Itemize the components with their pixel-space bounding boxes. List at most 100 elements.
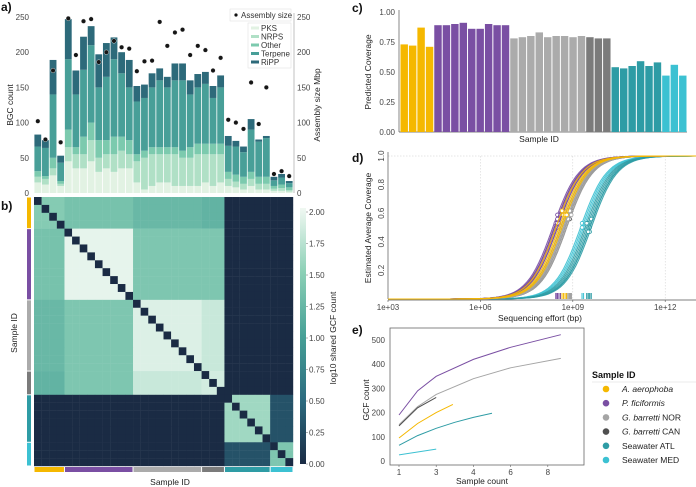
heatmap-cell bbox=[140, 252, 149, 261]
heatmap-cell bbox=[125, 331, 134, 340]
heatmap-cell bbox=[193, 315, 202, 324]
heatmap-cell bbox=[79, 347, 88, 356]
heatmap-cell bbox=[270, 197, 278, 206]
heatmap-cell bbox=[193, 410, 202, 419]
heatmap-cell bbox=[193, 228, 202, 237]
heatmap-cell bbox=[94, 252, 103, 261]
heatmap-cell bbox=[140, 323, 149, 332]
heatmap-cell bbox=[117, 244, 126, 253]
heatmap-cell bbox=[133, 260, 141, 269]
heatmap-cell bbox=[186, 363, 195, 372]
heatmap-cell bbox=[254, 323, 263, 332]
coverage-bar bbox=[577, 36, 586, 132]
bar-segment-pks bbox=[255, 189, 263, 193]
heatmap-cell bbox=[285, 307, 294, 316]
legend-dot-icon bbox=[602, 442, 610, 450]
heatmap-cell bbox=[79, 394, 88, 403]
heatmap-cell bbox=[148, 212, 157, 221]
heatmap-cell bbox=[285, 339, 294, 348]
heatmap-cell bbox=[117, 268, 126, 277]
heatmap-cell bbox=[270, 442, 278, 451]
heatmap-cell bbox=[193, 331, 202, 340]
heatmap-cell bbox=[34, 299, 42, 308]
heatmap-cell bbox=[193, 339, 202, 348]
heatmap-cell bbox=[186, 323, 195, 332]
heatmap-cell bbox=[186, 299, 195, 308]
heatmap-cell bbox=[49, 236, 58, 245]
heatmap-cell bbox=[140, 204, 149, 214]
heatmap-cell bbox=[254, 450, 263, 459]
heatmap-cell bbox=[270, 307, 278, 316]
assembly-size-point bbox=[218, 55, 224, 61]
heatmap-cell bbox=[254, 284, 263, 293]
heatmap-cell bbox=[117, 394, 126, 403]
heatmap-cell bbox=[254, 442, 263, 451]
heatmap-cell bbox=[56, 307, 65, 316]
y-tick-label: 0.00 bbox=[379, 128, 395, 137]
plot-frame bbox=[389, 327, 585, 466]
heatmap-cell bbox=[87, 378, 96, 388]
heatmap-cell bbox=[34, 244, 42, 253]
bar-segment-terpene bbox=[57, 162, 65, 182]
coverage-curve bbox=[388, 155, 696, 300]
heatmap-cell bbox=[209, 268, 218, 277]
legend-label-suffix: Seawater ATL bbox=[622, 441, 675, 451]
bar-segment-terpene bbox=[118, 73, 126, 137]
legend-label: G. barretti NOR bbox=[622, 412, 681, 422]
heatmap-cell bbox=[133, 402, 141, 411]
heatmap-cell bbox=[49, 355, 58, 364]
heatmap-cell bbox=[56, 284, 65, 293]
heatmap-cell bbox=[87, 307, 96, 316]
heatmap-cell bbox=[247, 331, 256, 340]
heatmap-cell bbox=[140, 291, 149, 301]
bar-segment-terpene bbox=[148, 87, 156, 148]
assembly-size-point bbox=[225, 117, 231, 123]
heatmap-cell bbox=[224, 315, 233, 324]
heatmap-cell bbox=[262, 331, 271, 340]
heatmap-cell bbox=[247, 418, 256, 427]
heatmap-cell bbox=[110, 315, 118, 324]
heatmap-cell bbox=[209, 220, 218, 229]
heatmap-cell bbox=[285, 212, 294, 221]
heatmap-cell bbox=[148, 220, 157, 229]
heatmap-cell bbox=[277, 220, 286, 229]
heatmap-cell bbox=[41, 291, 50, 301]
colorbar bbox=[300, 208, 306, 464]
heatmap-cell bbox=[133, 291, 141, 301]
heatmap-cell bbox=[171, 220, 179, 229]
heatmap-cell bbox=[94, 339, 103, 348]
heatmap-cell bbox=[64, 299, 73, 308]
heatmap-cell bbox=[148, 331, 157, 340]
heatmap-cell bbox=[262, 426, 271, 435]
heatmap-cell bbox=[254, 276, 263, 285]
legend-label-ripp: RiPP bbox=[261, 58, 279, 67]
bar-segment-nrps bbox=[163, 154, 171, 183]
heatmap-cell bbox=[277, 236, 286, 245]
heatmap-cell bbox=[216, 450, 225, 459]
heatmap-cell bbox=[254, 291, 263, 301]
heatmap-cell bbox=[117, 212, 126, 221]
heatmap-cell bbox=[277, 260, 286, 269]
heatmap-cell bbox=[117, 426, 126, 435]
heatmap-cell bbox=[117, 284, 126, 293]
heatmap-cell bbox=[193, 299, 202, 308]
heatmap-cell bbox=[193, 220, 202, 229]
heatmap-cell bbox=[64, 252, 73, 261]
heatmap-cell bbox=[72, 252, 80, 261]
heatmap-cell bbox=[49, 378, 58, 388]
bar-segment-terpene bbox=[224, 145, 232, 172]
heatmap-cell bbox=[102, 418, 111, 427]
heatmap-cell bbox=[34, 331, 42, 340]
heatmap-cell bbox=[64, 276, 73, 285]
heatmap-cell bbox=[178, 339, 187, 348]
heatmap-cell bbox=[178, 426, 187, 435]
heatmap-cell bbox=[247, 276, 256, 285]
bar-segment-terpene bbox=[232, 146, 240, 175]
heatmap-cell bbox=[171, 418, 179, 427]
heatmap-cell bbox=[133, 442, 141, 451]
heatmap-cell bbox=[186, 204, 195, 214]
bar-segment-terpene bbox=[194, 87, 202, 144]
heatmap-cell bbox=[102, 299, 111, 308]
bar-segment-nrps bbox=[133, 161, 141, 183]
heatmap-cell bbox=[94, 244, 103, 253]
